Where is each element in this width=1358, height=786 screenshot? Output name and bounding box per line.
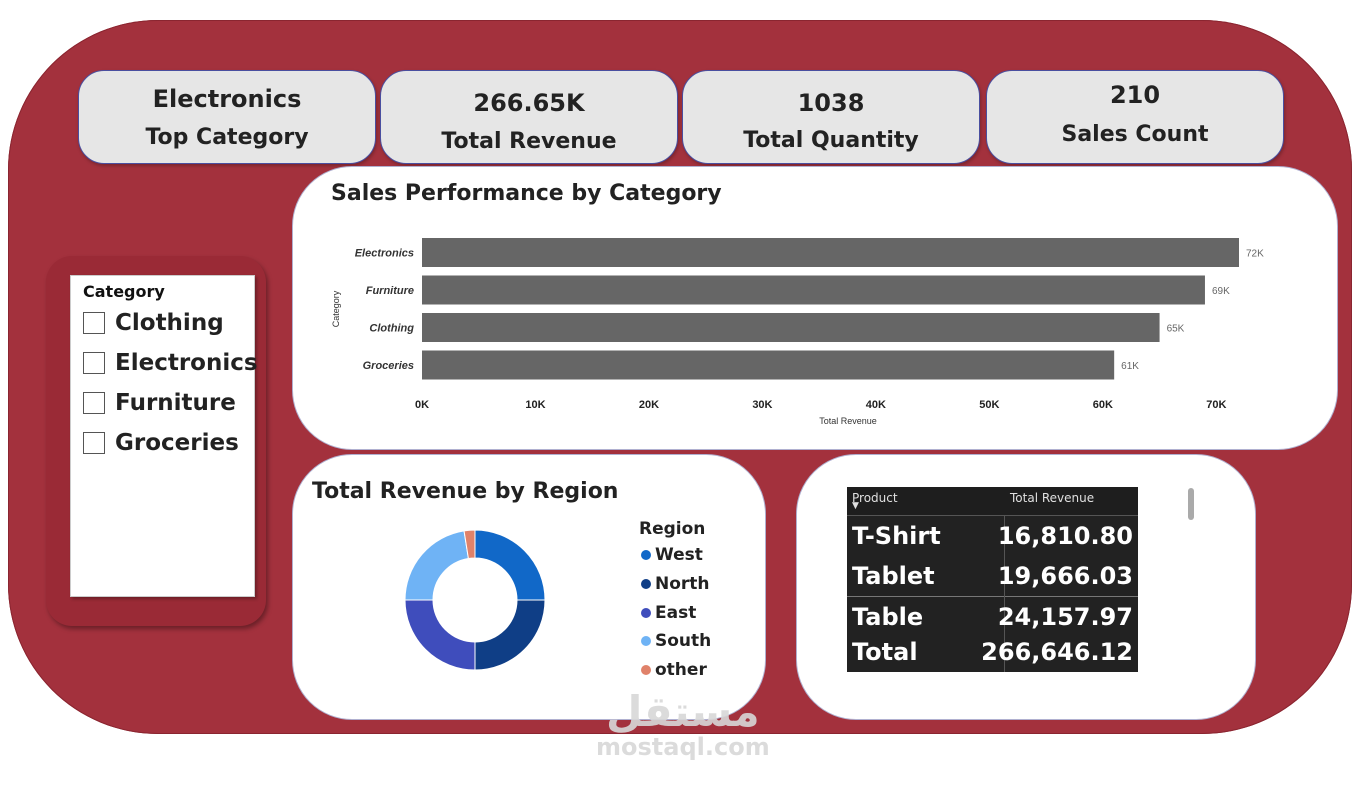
legend-item-other[interactable]: other	[641, 660, 707, 680]
bar-clothing[interactable]	[422, 313, 1160, 342]
slicer-item-label: Groceries	[115, 430, 239, 456]
category-tick-label: Groceries	[363, 360, 414, 372]
bar-groceries[interactable]	[422, 350, 1115, 380]
x-axis-title: Total Revenue	[819, 416, 877, 426]
kpi-label: Total Quantity	[743, 128, 919, 153]
donut-chart	[404, 529, 546, 671]
bar-data-label: 69K	[1212, 286, 1230, 297]
x-tick-label: 70K	[1206, 399, 1226, 411]
legend-item-south[interactable]: South	[641, 631, 711, 651]
kpi-value: 266.65K	[473, 89, 585, 117]
x-tick-label: 50K	[979, 399, 999, 411]
donut-slice-east[interactable]	[404, 599, 476, 671]
watermark-site: mostaql.com	[596, 733, 770, 761]
table-cell-revenue: 19,666.03	[997, 562, 1133, 590]
bar-chart-panel	[292, 166, 1338, 450]
x-tick-label: 40K	[866, 399, 886, 411]
kpi-card-top-category: Electronics Top Category	[78, 70, 376, 164]
bar-data-label: 72K	[1246, 249, 1264, 260]
slicer-title: Category	[83, 282, 165, 301]
legend-dot	[641, 579, 651, 589]
y-axis-title: Category	[331, 290, 341, 327]
bar-data-label: 65K	[1167, 324, 1185, 335]
slicer-item-groceries[interactable]: Groceries	[83, 428, 239, 458]
x-tick-label: 20K	[639, 399, 659, 411]
scrollbar[interactable]	[1188, 488, 1194, 520]
checkbox[interactable]	[83, 432, 105, 454]
kpi-label: Total Revenue	[441, 129, 617, 154]
slicer-item-label: Furniture	[115, 390, 236, 416]
table-cell-revenue: 24,157.97	[997, 603, 1133, 631]
table-total-label: Total	[852, 638, 918, 666]
table-header: Product ▼ Total Revenue	[847, 487, 1138, 516]
category-tick-label: Furniture	[366, 285, 414, 297]
watermark-logo: مستقل	[606, 687, 760, 736]
bar-electronics[interactable]	[422, 238, 1239, 267]
legend-label: other	[655, 660, 707, 680]
bar-chart: Electronics 72K Furniture 69K Clothing 65K Gro…	[331, 238, 1264, 426]
legend-label: North	[655, 574, 710, 594]
legend-label: South	[655, 631, 712, 651]
legend-dot	[641, 636, 651, 646]
column-header-total-revenue[interactable]: Total Revenue	[1010, 491, 1095, 505]
legend-dot	[641, 608, 651, 618]
legend-item-east[interactable]: East	[641, 603, 696, 623]
x-tick-label: 30K	[752, 399, 772, 411]
donut-slice-south[interactable]	[404, 530, 470, 601]
kpi-card-sales-count: 210 Sales Count	[986, 70, 1284, 164]
x-tick-label: 60K	[1093, 399, 1113, 411]
mostaql-watermark: مستقل mostaql.com	[596, 687, 770, 761]
column-header-product[interactable]: Product	[852, 491, 898, 505]
kpi-label: Sales Count	[1061, 122, 1209, 147]
legend-dot	[641, 665, 651, 675]
x-tick-label: 10K	[525, 399, 545, 411]
checkbox[interactable]	[83, 352, 105, 374]
slicer-item-furniture[interactable]: Furniture	[83, 388, 236, 418]
kpi-label: Top Category	[145, 125, 309, 150]
table-total-value: 266,646.12	[981, 638, 1133, 666]
row-divider	[847, 596, 1004, 597]
checkbox[interactable]	[83, 392, 105, 414]
legend-label: East	[655, 603, 697, 623]
kpi-value: 1038	[797, 89, 865, 117]
slicer-item-label: Clothing	[115, 310, 224, 336]
legend-label: West	[655, 545, 703, 565]
sort-down-icon[interactable]: ▼	[852, 501, 859, 511]
table-cell-product: Table	[852, 603, 924, 631]
column-divider	[1004, 515, 1005, 672]
slicer-item-electronics[interactable]: Electronics	[83, 348, 258, 378]
category-tick-label: Electronics	[355, 248, 414, 260]
kpi-card-total-quantity: 1038 Total Quantity	[682, 70, 980, 164]
donut-chart-title: Total Revenue by Region	[312, 479, 619, 504]
kpi-value: Electronics	[152, 85, 302, 113]
table-cell-revenue: 16,810.80	[997, 522, 1133, 550]
legend-item-north[interactable]: North	[641, 574, 710, 594]
category-tick-label: Clothing	[369, 323, 414, 335]
kpi-value: 210	[1109, 81, 1161, 109]
slicer-item-label: Electronics	[115, 350, 258, 376]
legend-item-west[interactable]: West	[641, 545, 703, 565]
checkbox[interactable]	[83, 312, 105, 334]
bar-chart-title: Sales Performance by Category	[331, 181, 722, 206]
donut-slice-north[interactable]	[474, 599, 546, 671]
table-cell-product: Tablet	[852, 562, 935, 590]
row-divider	[1005, 596, 1138, 597]
bar-furniture[interactable]	[422, 275, 1205, 305]
table-cell-product: T-Shirt	[852, 522, 941, 550]
legend-dot	[641, 550, 651, 560]
category-slicer: Category Clothing Electronics Furniture …	[70, 275, 258, 597]
slicer-item-clothing[interactable]: Clothing	[83, 308, 224, 338]
kpi-card-total-revenue: 266.65K Total Revenue	[380, 70, 678, 164]
product-revenue-table: Product ▼ Total Revenue T-Shirt 16,810.8…	[847, 487, 1138, 672]
x-tick-label: 0K	[415, 399, 429, 411]
donut-slice-other[interactable]	[463, 529, 476, 560]
legend-title: Region	[639, 519, 706, 539]
donut-slice-west[interactable]	[474, 529, 546, 601]
bar-data-label: 61K	[1121, 361, 1139, 372]
